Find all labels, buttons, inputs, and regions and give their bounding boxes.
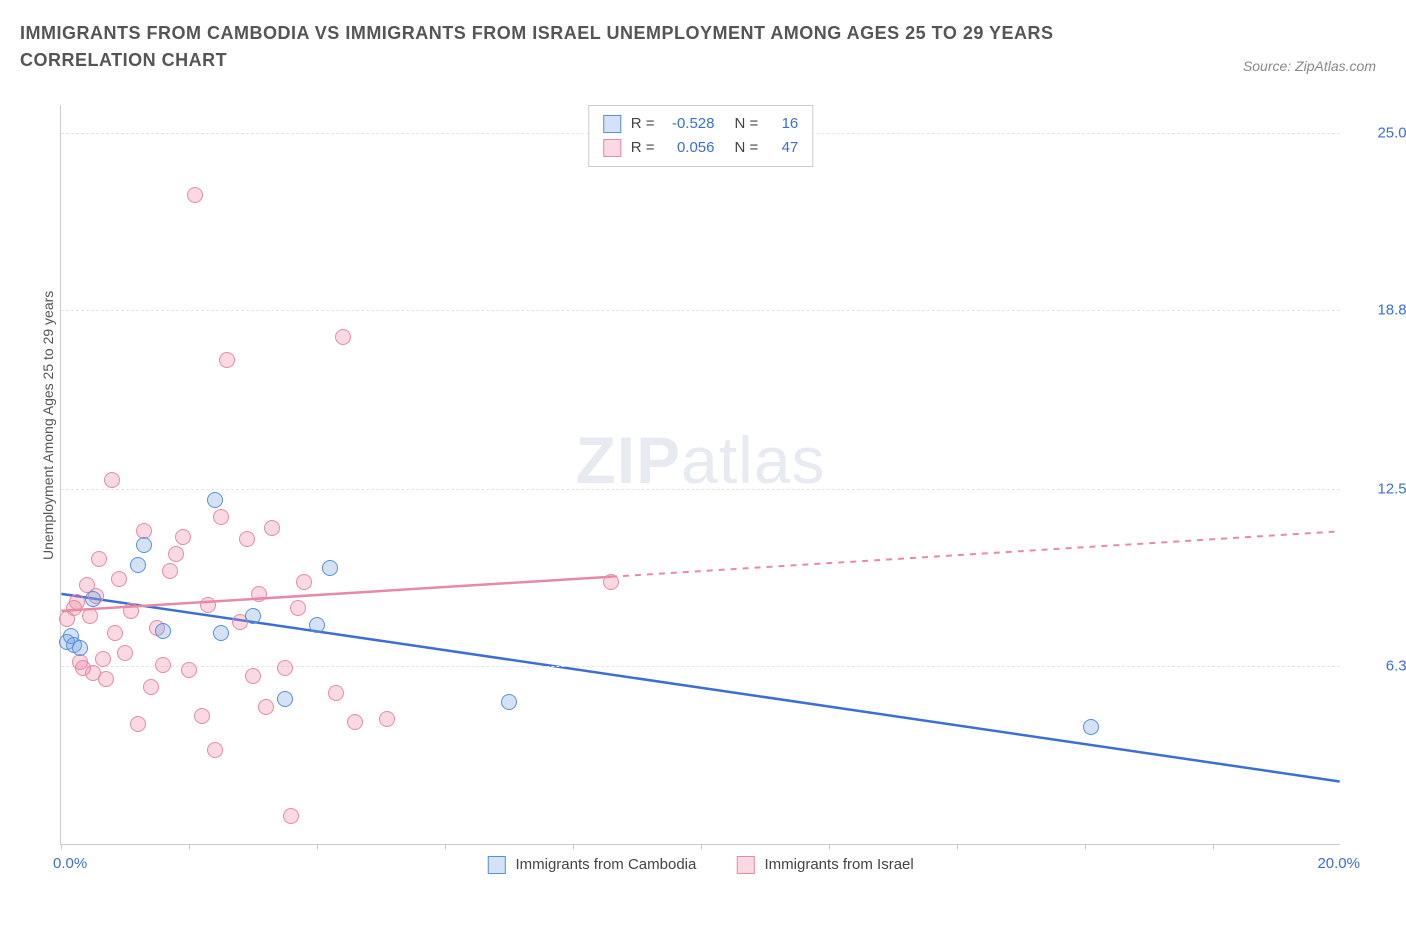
data-point (104, 472, 120, 488)
legend-item-israel: Immigrants from Israel (736, 856, 913, 874)
data-point (245, 608, 261, 624)
x-tick (317, 844, 318, 850)
data-point (277, 691, 293, 707)
legend-swatch-israel-icon (736, 856, 754, 874)
data-point (72, 640, 88, 656)
data-point (239, 531, 255, 547)
data-point (213, 509, 229, 525)
gridline (61, 489, 1340, 490)
data-point (123, 603, 139, 619)
data-point (85, 591, 101, 607)
x-tick (701, 844, 702, 850)
data-point (111, 571, 127, 587)
data-point (187, 187, 203, 203)
data-point (130, 557, 146, 573)
data-point (379, 711, 395, 727)
x-tick (1085, 844, 1086, 850)
legend-swatch-israel (603, 139, 621, 157)
data-point (290, 600, 306, 616)
data-point (181, 662, 197, 678)
data-point (347, 714, 363, 730)
gridline (61, 666, 1340, 667)
data-point (117, 645, 133, 661)
x-tick (829, 844, 830, 850)
trendline-solid (61, 577, 611, 611)
x-tick (61, 844, 62, 850)
trendlines (61, 105, 1340, 844)
data-point (207, 742, 223, 758)
source-label: Source: ZipAtlas.com (1243, 58, 1376, 74)
data-point (91, 551, 107, 567)
data-point (501, 694, 517, 710)
data-point (328, 685, 344, 701)
data-point (194, 708, 210, 724)
y-tick-label: 18.8% (1350, 301, 1406, 318)
data-point (258, 699, 274, 715)
data-point (200, 597, 216, 613)
x-tick (189, 844, 190, 850)
data-point (277, 660, 293, 676)
data-point (155, 657, 171, 673)
data-point (95, 651, 111, 667)
data-point (143, 679, 159, 695)
x-tick (445, 844, 446, 850)
legend-row-israel: R = 0.056 N = 47 (603, 136, 799, 160)
data-point (251, 586, 267, 602)
page-title: IMMIGRANTS FROM CAMBODIA VS IMMIGRANTS F… (20, 20, 1120, 74)
y-axis-label: Unemployment Among Ages 25 to 29 years (40, 291, 56, 560)
data-point (219, 352, 235, 368)
legend-swatch-cambodia (603, 115, 621, 133)
scatter-chart: ZIPatlas R = -0.528 N = 16 R = 0.056 N =… (60, 105, 1340, 845)
legend-row-cambodia: R = -0.528 N = 16 (603, 112, 799, 136)
data-point (1083, 719, 1099, 735)
x-tick (1213, 844, 1214, 850)
data-point (309, 617, 325, 633)
data-point (82, 608, 98, 624)
data-point (175, 529, 191, 545)
data-point (136, 537, 152, 553)
data-point (283, 808, 299, 824)
y-tick-label: 25.0% (1350, 125, 1406, 142)
data-point (130, 716, 146, 732)
data-point (207, 492, 223, 508)
y-tick-label: 12.5% (1350, 481, 1406, 498)
data-point (107, 625, 123, 641)
x-tick (957, 844, 958, 850)
data-point (335, 329, 351, 345)
data-point (98, 671, 114, 687)
x-tick-min: 0.0% (53, 855, 87, 872)
series-legend: Immigrants from Cambodia Immigrants from… (487, 856, 913, 874)
data-point (603, 574, 619, 590)
data-point (322, 560, 338, 576)
legend-swatch-cambodia-icon (487, 856, 505, 874)
correlation-legend: R = -0.528 N = 16 R = 0.056 N = 47 (588, 105, 814, 167)
data-point (155, 623, 171, 639)
trendline-dashed (611, 531, 1340, 576)
data-point (245, 668, 261, 684)
data-point (296, 574, 312, 590)
y-tick-label: 6.3% (1350, 657, 1406, 674)
data-point (168, 546, 184, 562)
legend-item-cambodia: Immigrants from Cambodia (487, 856, 696, 874)
data-point (264, 520, 280, 536)
data-point (162, 563, 178, 579)
data-point (213, 625, 229, 641)
x-tick (573, 844, 574, 850)
data-point (69, 594, 85, 610)
gridline (61, 310, 1340, 311)
x-tick-max: 20.0% (1317, 855, 1360, 872)
